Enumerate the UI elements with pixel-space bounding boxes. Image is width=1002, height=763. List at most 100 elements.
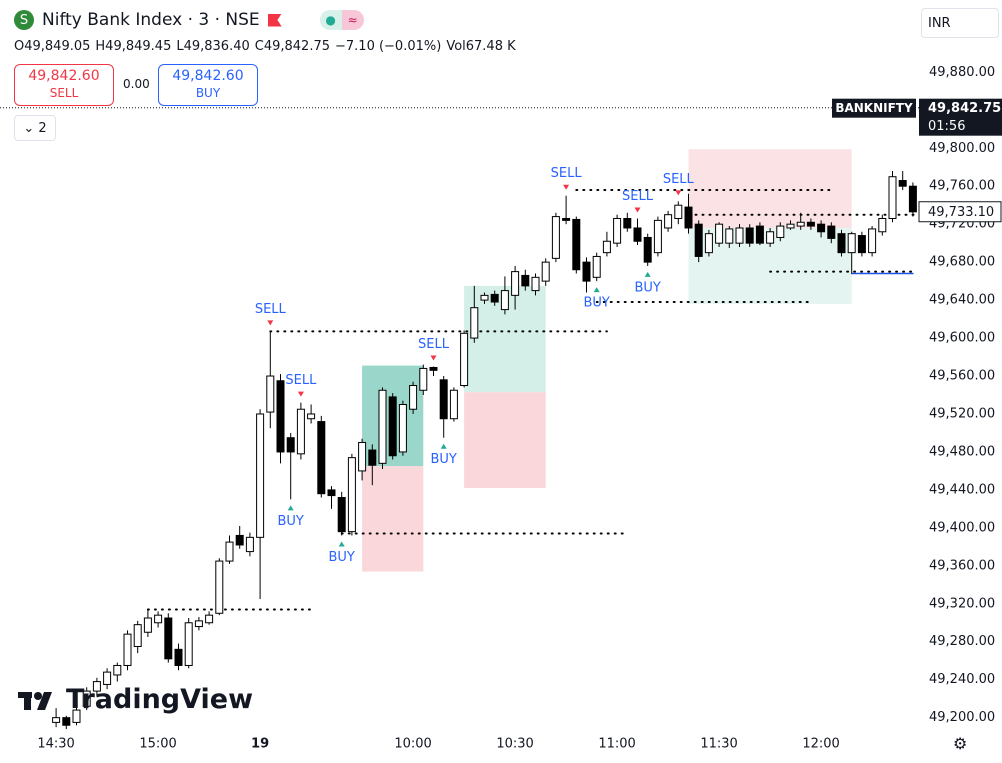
zone-lower bbox=[362, 466, 424, 572]
candle-body bbox=[368, 449, 377, 466]
y-tick-label: 49,320.00 bbox=[929, 596, 995, 611]
buy-price: 49,842.60 bbox=[172, 68, 244, 84]
currency-select[interactable]: INR bbox=[921, 8, 999, 38]
signal-arrow bbox=[297, 391, 304, 397]
candle-body bbox=[123, 633, 132, 666]
signal-label: BUY bbox=[278, 514, 304, 529]
candle-body bbox=[725, 228, 734, 244]
candle-body bbox=[755, 225, 764, 244]
y-tick-label: 49,880.00 bbox=[929, 65, 995, 80]
signal-label: SELL bbox=[622, 189, 654, 204]
x-tick-label: 11:00 bbox=[598, 737, 635, 752]
candle-body bbox=[358, 441, 367, 472]
signal-arrow bbox=[644, 271, 651, 277]
sell-button[interactable]: 49,842.60 SELL bbox=[14, 64, 114, 106]
candle-body bbox=[704, 233, 713, 254]
signal-label: BUY bbox=[329, 550, 355, 565]
candle-body bbox=[786, 223, 795, 229]
y-tick-label: 49,440.00 bbox=[929, 482, 995, 497]
flag[interactable] bbox=[267, 13, 282, 27]
candle-body bbox=[551, 216, 560, 259]
watermark: TradingView bbox=[18, 684, 253, 715]
candle-body bbox=[623, 217, 632, 229]
x-tick-label: 19 bbox=[251, 737, 269, 752]
symbol-badge-text: BANKNIFTY bbox=[835, 101, 913, 115]
sell-price: 49,842.60 bbox=[28, 68, 100, 84]
signal-label: SELL bbox=[418, 337, 450, 352]
y-tick-label: 49,680.00 bbox=[929, 255, 995, 270]
ohlc-item: H49,849.45 bbox=[95, 39, 172, 54]
signal-label: SELL bbox=[285, 373, 317, 388]
y-tick-label: 49,200.00 bbox=[929, 710, 995, 725]
candle-body bbox=[766, 231, 775, 244]
signal-label: SELL bbox=[663, 172, 695, 187]
candle-body bbox=[174, 648, 183, 666]
candle-body bbox=[664, 214, 673, 229]
candle-body bbox=[470, 307, 479, 339]
candle-body bbox=[429, 366, 438, 371]
candle-body bbox=[776, 225, 785, 238]
y-tick-label: 49,280.00 bbox=[929, 634, 995, 649]
status-pill: ● ≈ bbox=[319, 10, 364, 30]
signal-arrow bbox=[267, 320, 274, 326]
zone-lower bbox=[464, 392, 546, 489]
candle-body bbox=[388, 396, 397, 457]
signal-label: BUY bbox=[431, 452, 457, 467]
candle-body bbox=[225, 541, 234, 562]
delayed: ≈ bbox=[341, 10, 364, 30]
candle-body bbox=[62, 717, 71, 726]
candle-body bbox=[103, 671, 112, 685]
y-tick-label: 49,240.00 bbox=[929, 672, 995, 687]
signal-label: BUY bbox=[635, 280, 661, 295]
candle-body bbox=[460, 332, 469, 387]
y-tick-label: 49,760.00 bbox=[929, 179, 995, 194]
y-tick-label: 49,360.00 bbox=[929, 558, 995, 573]
marker-badge bbox=[918, 201, 1002, 223]
indicator-count: 2 bbox=[38, 120, 47, 136]
symbol-title[interactable]: Nifty Bank Index · 3 · NSE bbox=[42, 10, 260, 30]
signal-arrow bbox=[634, 207, 641, 213]
candle-body bbox=[449, 389, 458, 420]
symbol-logo: S bbox=[14, 10, 34, 30]
candle-body bbox=[337, 496, 346, 533]
candle-body bbox=[837, 233, 846, 254]
y-tick-label: 49,520.00 bbox=[929, 406, 995, 421]
buy-button[interactable]: 49,842.60 BUY bbox=[158, 64, 258, 106]
spread: 0.00 bbox=[123, 77, 150, 91]
candle-body bbox=[684, 206, 693, 229]
candle-body bbox=[500, 290, 509, 311]
y-tick-label: 49,600.00 bbox=[929, 331, 995, 346]
y-tick-label: 49,640.00 bbox=[929, 293, 995, 308]
y-tick-label: 49,560.00 bbox=[929, 369, 995, 384]
candle-body bbox=[521, 274, 530, 287]
market-open: ● bbox=[319, 10, 342, 30]
zone-upper bbox=[688, 149, 852, 228]
ohlc-item: Vol67.48 K bbox=[446, 39, 516, 54]
x-tick-label: 12:00 bbox=[802, 737, 839, 752]
candle-body bbox=[235, 534, 244, 546]
candle-body bbox=[878, 217, 887, 233]
buy-label: BUY bbox=[195, 86, 221, 100]
y-tick-label: 49,800.00 bbox=[929, 141, 995, 156]
watermark-logo bbox=[18, 691, 52, 710]
ohlc-line: O49,849.05 H49,849.45 L49,836.40 C49,842.75… bbox=[14, 39, 516, 54]
candle-body bbox=[827, 225, 836, 239]
candle-body bbox=[694, 223, 703, 257]
candle-body bbox=[674, 204, 683, 219]
candle-body bbox=[511, 271, 520, 296]
settings-gear[interactable]: ⚙ bbox=[953, 734, 968, 753]
candle-body bbox=[796, 221, 805, 227]
candle-body bbox=[72, 709, 81, 723]
candle-body bbox=[653, 219, 662, 254]
candle-body bbox=[398, 403, 407, 453]
signal-arrow bbox=[593, 287, 600, 293]
signal-arrow bbox=[338, 541, 345, 547]
ohlc-item: O49,849.05 bbox=[14, 39, 91, 54]
candle-body bbox=[613, 217, 622, 244]
candle-body bbox=[868, 228, 877, 254]
candle-body bbox=[602, 240, 611, 254]
signal-arrow bbox=[430, 355, 437, 361]
indicator-toggle[interactable]: ⌄ 2 bbox=[14, 115, 56, 141]
x-tick-label: 10:00 bbox=[394, 737, 431, 752]
candle-body bbox=[133, 624, 142, 647]
